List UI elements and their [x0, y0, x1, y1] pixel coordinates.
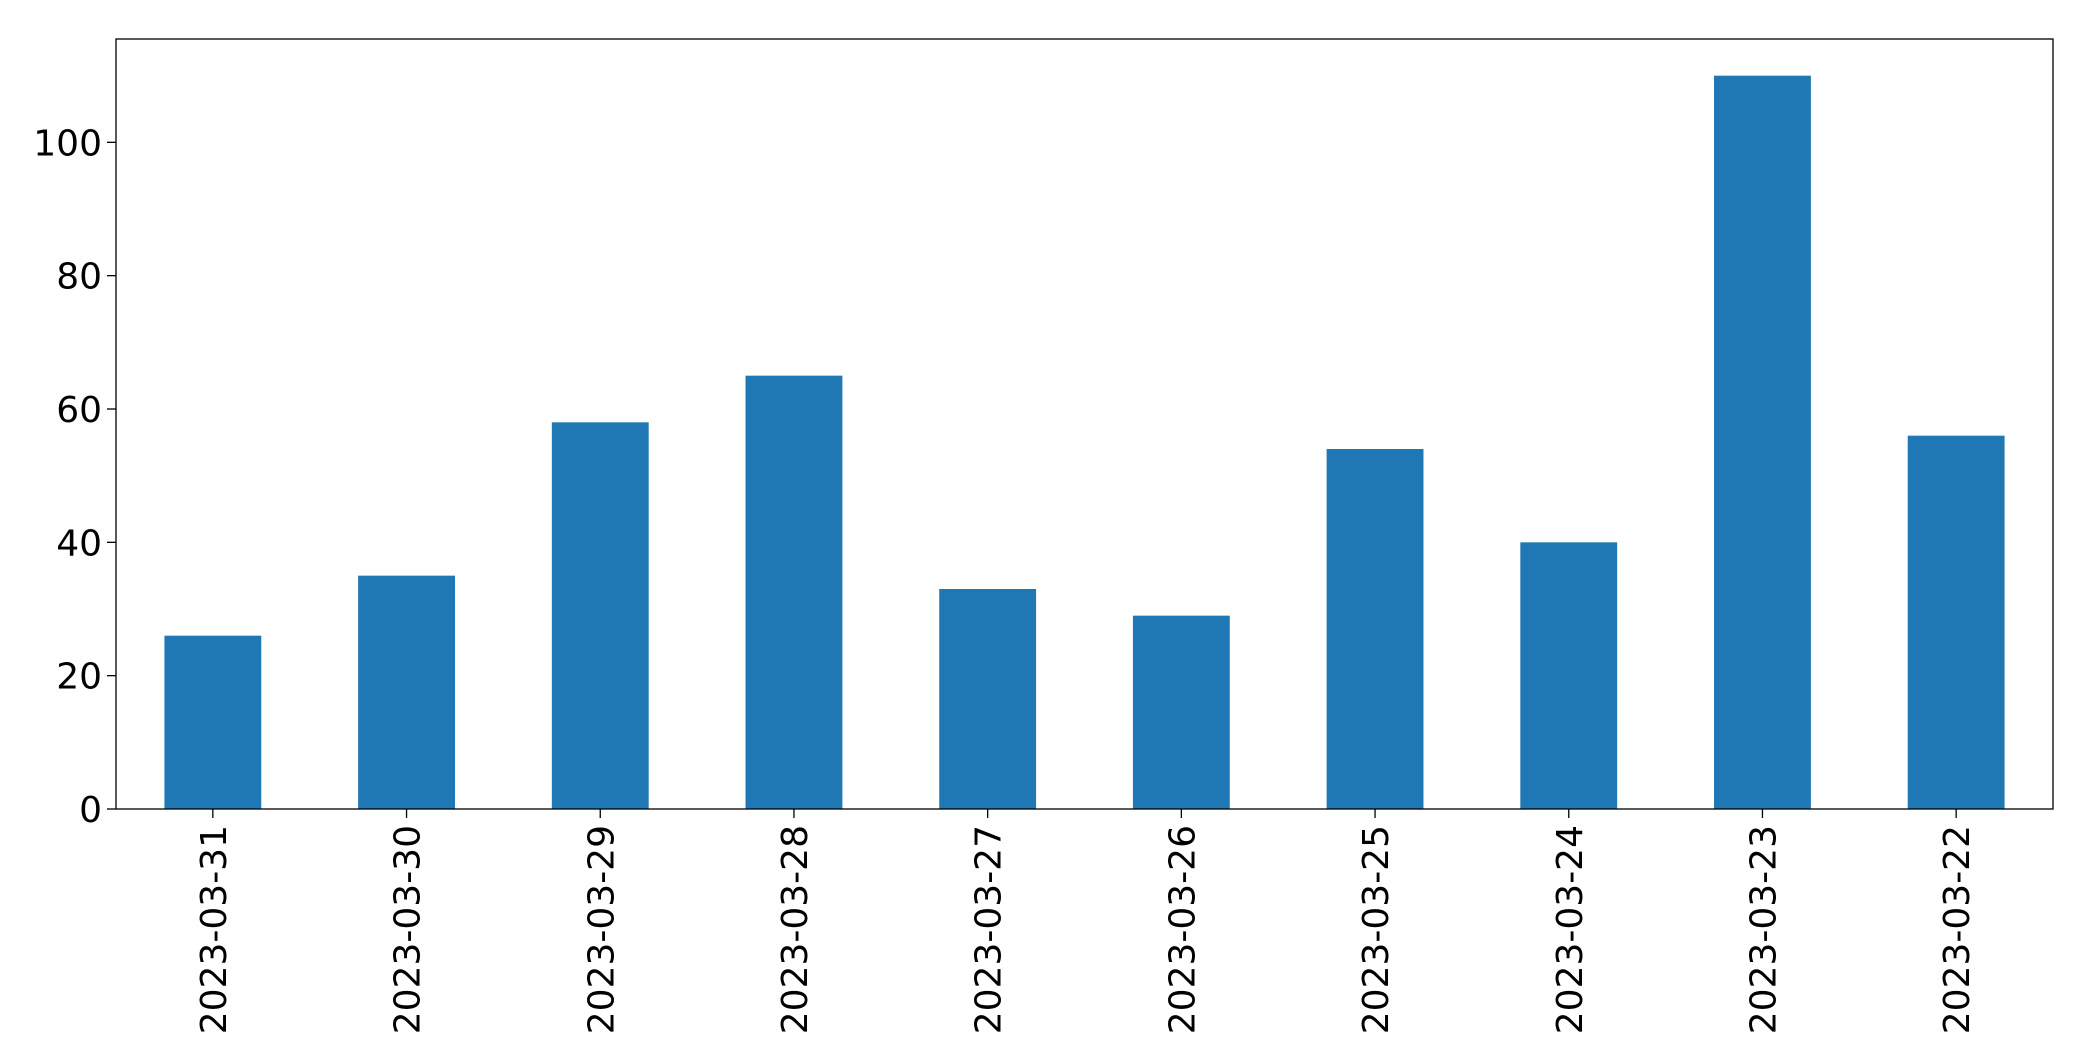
x-tick-label: 2023-03-27	[969, 825, 1010, 1034]
bar	[1520, 542, 1618, 809]
y-tick-label: 0	[79, 790, 102, 831]
x-tick-label: 2023-03-22	[1937, 825, 1978, 1034]
x-tick-label: 2023-03-28	[775, 825, 816, 1034]
x-tick-label: 2023-03-29	[581, 825, 622, 1034]
x-tick-label: 2023-03-23	[1743, 825, 1784, 1034]
x-tick-label: 2023-03-26	[1162, 825, 1203, 1034]
x-tick-label: 2023-03-24	[1550, 825, 1591, 1034]
y-tick-label: 100	[33, 123, 102, 164]
bar	[1714, 75, 1811, 809]
y-tick-label: 20	[56, 657, 102, 698]
bar	[1132, 615, 1230, 809]
x-tick-label: 2023-03-31	[194, 825, 235, 1034]
y-tick-label: 60	[56, 390, 102, 431]
x-tick-label: 2023-03-25	[1356, 825, 1397, 1034]
bar	[164, 635, 262, 809]
y-tick-label: 80	[56, 257, 102, 298]
bar	[1326, 449, 1424, 809]
bar	[1907, 435, 2005, 809]
plot-frame	[115, 38, 2054, 810]
bar	[745, 375, 843, 809]
bar	[551, 422, 649, 809]
x-tick-label: 2023-03-30	[388, 825, 429, 1034]
bar	[939, 589, 1037, 809]
bar	[358, 575, 455, 809]
y-tick-label: 40	[56, 523, 102, 564]
